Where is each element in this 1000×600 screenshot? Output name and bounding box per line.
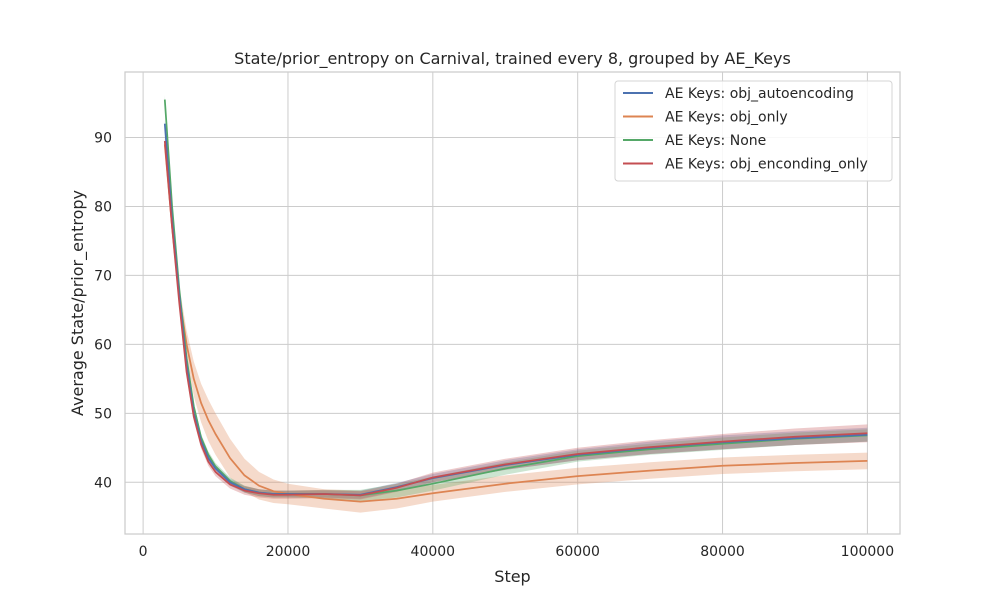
x-tick-label: 40000 [411, 544, 456, 560]
legend-box [614, 80, 893, 182]
legend-entry: AE Keys: None [665, 133, 766, 149]
x-axis-ticks: 0 20000 40000 60000 80000 100000 [139, 544, 894, 560]
y-tick-label: 60 [94, 337, 112, 353]
y-axis-ticks: 40 50 60 70 80 90 [94, 131, 112, 492]
line-series-2 [163, 144, 868, 503]
y-axis-label: Average State/prior_entropy [68, 190, 88, 416]
x-tick-label: 80000 [700, 544, 745, 560]
y-tick-label: 70 [94, 268, 112, 284]
y-tick-label: 50 [94, 406, 112, 422]
plot-area-frame [124, 71, 901, 535]
x-tick-label: 60000 [555, 544, 600, 560]
x-axis-label: Step [494, 567, 530, 586]
band-series-2 [164, 138, 868, 513]
y-tick-label: 40 [94, 475, 112, 491]
x-tick-label: 20000 [266, 544, 311, 560]
legend-entry: AE Keys: obj_only [665, 110, 788, 126]
chart-title: State/prior_entropy on Carnival, trained… [234, 49, 791, 69]
confidence-bands [164, 95, 868, 513]
legend-entry: AE Keys: obj_enconding_only [665, 157, 868, 173]
legend-entry: AE Keys: obj_autoencoding [665, 86, 854, 102]
y-tick-label: 90 [94, 131, 112, 147]
y-tick-label: 80 [94, 199, 112, 215]
series-lines [163, 99, 868, 503]
x-tick-label: 0 [139, 544, 148, 560]
line-series-4 [163, 140, 868, 497]
legend: AE Keys: obj_autoencoding AE Keys: obj_on… [614, 80, 893, 182]
x-tick-label: 100000 [841, 544, 894, 560]
grid-lines [125, 72, 900, 534]
